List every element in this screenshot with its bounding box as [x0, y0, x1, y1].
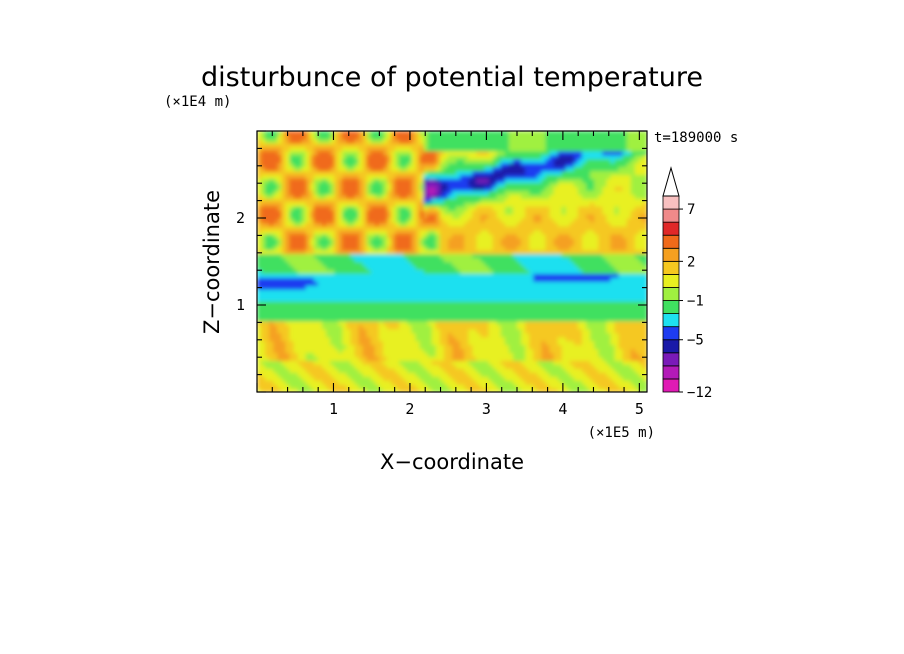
colorbar-label: −12	[687, 385, 712, 401]
chart-title: disturbunce of potential temperature	[201, 62, 703, 93]
y-unit-label: (×1E4 m)	[164, 94, 231, 110]
colorbar-box	[662, 247, 680, 262]
colorbar-label: −5	[687, 333, 704, 349]
colorbar: 7 2 −1 −5 −12	[662, 166, 712, 401]
x-axis: 1 2 3 4 5	[256, 131, 644, 418]
heatmap-field	[257, 131, 647, 392]
colorbar-box	[662, 339, 680, 354]
colorbar-box	[662, 378, 680, 393]
x-tick-label: 1	[329, 400, 338, 418]
y-tick-label: 1	[236, 296, 245, 314]
x-tick-label: 4	[558, 400, 567, 418]
x-axis-label: X−coordinate	[380, 450, 524, 474]
y-axis-label: Z−coordinate	[200, 190, 224, 334]
colorbar-extend-arrow	[662, 166, 680, 197]
plot-frame	[256, 130, 648, 393]
colorbar-box	[662, 260, 680, 275]
x-tick-label: 3	[482, 400, 491, 418]
colorbar-box	[662, 273, 680, 288]
colorbar-box	[662, 365, 680, 380]
colorbar-label: 2	[687, 254, 695, 270]
colorbar-box	[662, 287, 680, 301]
x-unit-label: (×1E5 m)	[588, 425, 655, 441]
x-tick-label: 2	[405, 400, 414, 418]
colorbar-box	[662, 326, 680, 341]
colorbar-box	[662, 221, 680, 236]
colorbar-box	[662, 195, 680, 210]
colorbar-box	[662, 313, 680, 328]
colorbar-box	[662, 234, 680, 249]
y-tick-label: 2	[236, 209, 245, 227]
colorbar-box	[662, 208, 680, 223]
colorbar-label: −1	[687, 294, 704, 310]
x-tick-label: 5	[635, 400, 644, 418]
time-label: t=189000 s	[654, 130, 738, 146]
y-axis: 12	[236, 130, 647, 393]
colorbar-box	[662, 300, 680, 314]
colorbar-box	[662, 352, 680, 367]
colorbar-label: 7	[687, 202, 695, 218]
